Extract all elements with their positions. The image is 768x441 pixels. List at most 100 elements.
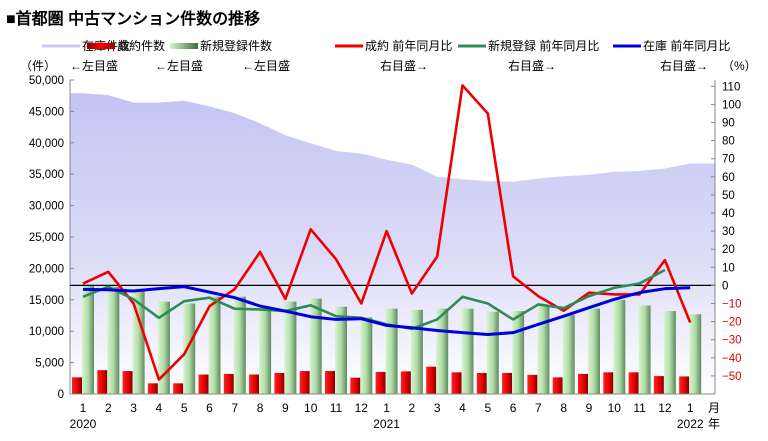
contract-count-bar bbox=[72, 377, 82, 394]
x-tick-label: 3 bbox=[434, 401, 441, 415]
line-series bbox=[82, 84, 692, 381]
x-tick-label: 5 bbox=[484, 401, 491, 415]
x-tick-label: 6 bbox=[206, 401, 213, 415]
x-tick-label: 3 bbox=[130, 401, 137, 415]
legend-label: 成約件数 bbox=[117, 38, 165, 53]
right-tick-label: 70 bbox=[722, 154, 735, 166]
year-tick-label: 2022 bbox=[677, 417, 704, 431]
year-tick-label: 2020 bbox=[70, 417, 97, 431]
left-tick-label: 10,000 bbox=[29, 326, 64, 338]
right-tick-label: 40 bbox=[722, 208, 735, 220]
new-listing-count-bar bbox=[259, 308, 272, 394]
right-tick-label: −30 bbox=[722, 335, 742, 347]
legend-label: 新規登録 前年同月比 bbox=[488, 38, 599, 53]
right-tick-label: 30 bbox=[722, 226, 735, 238]
contract-count-bar bbox=[147, 383, 158, 394]
new-listing-count-bar bbox=[613, 299, 626, 394]
bar-series bbox=[72, 284, 702, 394]
new-listing-count-bar bbox=[82, 284, 94, 394]
contract-count-bar bbox=[527, 374, 538, 394]
legend-contract-count: 成約件数 ←左目盛 bbox=[87, 38, 203, 73]
new-listing-count-bar bbox=[309, 298, 322, 394]
legend-swatch bbox=[335, 44, 363, 48]
contract-count-bar bbox=[400, 371, 411, 394]
new-listing-count-bar bbox=[689, 314, 702, 394]
new-listing-count-bar bbox=[436, 308, 449, 394]
legend-swatch bbox=[170, 43, 198, 49]
contract-yoy-line bbox=[82, 84, 692, 381]
x-tick-label: 11 bbox=[633, 401, 646, 415]
legend-axis-note: 右目盛→ bbox=[380, 58, 428, 73]
new-listing-count-bar bbox=[107, 286, 120, 394]
left-tick-label: 30,000 bbox=[29, 201, 64, 213]
right-tick-label: 20 bbox=[722, 244, 735, 256]
axes: 0 5,000 10,000 15,000 20,000 25,000 30,000 35,0… bbox=[29, 75, 742, 431]
contract-count-bar bbox=[223, 373, 234, 394]
right-tick-label: −20 bbox=[722, 317, 742, 329]
x-tick-label: 7 bbox=[231, 401, 238, 415]
contract-count-bar bbox=[173, 383, 184, 394]
x-tick-label: 6 bbox=[510, 401, 517, 415]
right-tick-label: 10 bbox=[722, 262, 735, 274]
new-listing-count-bar bbox=[410, 309, 423, 394]
legend-new-listing-count: 新規登録件数 ←左目盛 bbox=[170, 38, 290, 73]
new-listing-count-bar bbox=[360, 317, 373, 394]
new-listing-count-bar bbox=[562, 314, 575, 394]
contract-count-bar bbox=[198, 374, 209, 394]
left-tick-label: 15,000 bbox=[29, 295, 64, 307]
contract-count-bar bbox=[350, 377, 361, 394]
new-listing-count-bar bbox=[183, 303, 196, 394]
left-axis-unit: （件） bbox=[20, 59, 56, 73]
new-listing-count-bar bbox=[208, 296, 221, 394]
new-listing-count-bar bbox=[335, 306, 347, 394]
new-listing-count-bar bbox=[284, 301, 297, 394]
new-listing-count-bar bbox=[512, 311, 525, 394]
left-tick-label: 45,000 bbox=[29, 106, 64, 118]
x-tick-label: 9 bbox=[586, 401, 593, 415]
left-tick-label: 25,000 bbox=[29, 232, 64, 244]
contract-count-bar bbox=[274, 372, 285, 394]
legend-label: 在庫 前年同月比 bbox=[643, 38, 730, 53]
right-tick-label: 50 bbox=[722, 190, 735, 202]
left-tick-label: 50,000 bbox=[29, 75, 64, 87]
right-tick-label: 100 bbox=[722, 99, 741, 111]
x-tick-label: 10 bbox=[304, 401, 318, 415]
contract-count-bar bbox=[476, 372, 487, 394]
new-listing-count-bar bbox=[486, 311, 499, 394]
x-tick-label: 12 bbox=[658, 401, 672, 415]
year-label: 年 bbox=[708, 417, 720, 431]
legend-axis-note: 右目盛→ bbox=[660, 58, 708, 73]
x-tick-label: 1 bbox=[687, 401, 694, 415]
x-tick-label: 8 bbox=[257, 401, 264, 415]
new-listing-count-bar bbox=[461, 308, 474, 394]
contract-count-bar bbox=[679, 376, 690, 394]
right-tick-label: 90 bbox=[722, 118, 735, 130]
inventory-yoy-line bbox=[82, 285, 691, 336]
x-tick-label: 1 bbox=[80, 401, 87, 415]
right-tick-label: 0 bbox=[722, 280, 728, 292]
legend-swatch bbox=[42, 44, 80, 48]
x-tick-label: 11 bbox=[330, 401, 343, 415]
x-tick-label: 1 bbox=[383, 401, 390, 415]
right-tick-label: −10 bbox=[722, 299, 742, 311]
new-listing-count-bar bbox=[588, 308, 600, 394]
contract-count-bar bbox=[122, 371, 133, 394]
x-tick-label: 10 bbox=[608, 401, 622, 415]
contract-count-bar bbox=[502, 372, 513, 394]
x-tick-label: 8 bbox=[560, 401, 567, 415]
legend-swatch bbox=[613, 44, 641, 48]
left-tick-label: 40,000 bbox=[29, 138, 64, 150]
contract-count-bar bbox=[653, 376, 664, 394]
x-tick-label: 2 bbox=[409, 401, 416, 415]
legend-swatch bbox=[87, 43, 115, 49]
contract-count-bar bbox=[375, 372, 386, 394]
x-tick-label: 9 bbox=[282, 401, 289, 415]
legend-axis-note: 右目盛→ bbox=[508, 58, 556, 73]
new-listing-count-bar bbox=[537, 306, 550, 394]
x-tick-label: 2 bbox=[105, 401, 112, 415]
